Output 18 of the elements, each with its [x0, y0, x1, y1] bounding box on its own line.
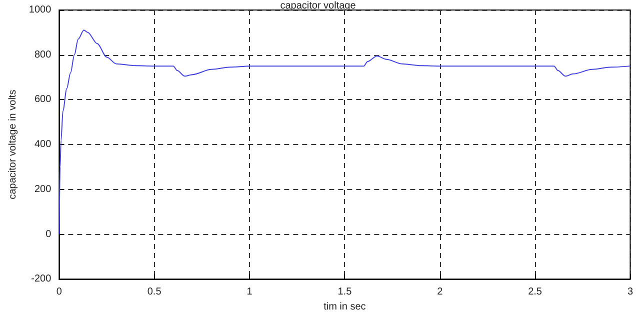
y-tick-label: 1000	[28, 4, 52, 16]
chart-title: capacitor voltage	[280, 0, 356, 12]
x-tick-label: 3	[627, 286, 634, 298]
x-axis-title: tim in sec	[324, 302, 366, 312]
x-tick-label: 0	[56, 286, 62, 298]
y-tick-label: 400	[34, 139, 52, 150]
y-tick-label: 800	[34, 49, 52, 60]
x-tick-label: 1.5	[338, 286, 352, 298]
x-tick-label: 1	[246, 286, 253, 298]
y-tick-label: -200	[31, 274, 52, 285]
y-tick-label: 0	[46, 228, 52, 240]
line-series	[58, 30, 631, 235]
y-axis-title: capacitor voltage in volts	[8, 90, 18, 200]
x-tick-label: 0.5	[147, 286, 162, 298]
x-tick-label: 2.5	[528, 286, 542, 298]
y-tick-label: 200	[34, 184, 52, 195]
y-tick-label: 600	[34, 94, 52, 106]
x-tick-label: 2	[437, 286, 444, 298]
